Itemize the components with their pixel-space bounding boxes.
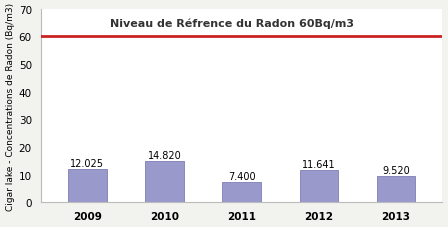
Y-axis label: Cigar lake - Concentrations de Radon (Bq/m3): Cigar lake - Concentrations de Radon (Bq… <box>5 2 14 210</box>
Bar <box>222 182 261 202</box>
Bar <box>300 170 338 202</box>
Bar <box>68 169 107 202</box>
Text: 14.820: 14.820 <box>147 151 181 160</box>
Text: 7.400: 7.400 <box>228 171 255 181</box>
Bar <box>145 162 184 202</box>
Bar <box>377 176 415 202</box>
Text: 12.025: 12.025 <box>70 158 104 168</box>
Text: 9.520: 9.520 <box>382 165 410 175</box>
Text: 11.641: 11.641 <box>302 159 336 169</box>
Text: Niveau de Réfrence du Radon 60Bq/m3: Niveau de Réfrence du Radon 60Bq/m3 <box>110 18 354 29</box>
